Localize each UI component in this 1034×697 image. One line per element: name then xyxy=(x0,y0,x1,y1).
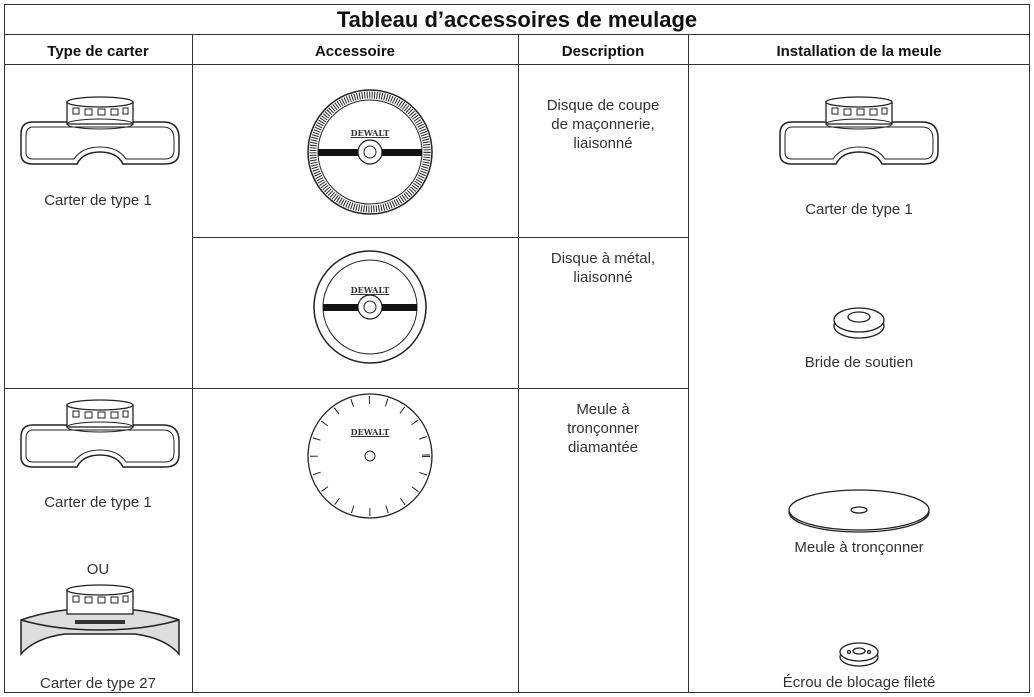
diamond-wheel-icon xyxy=(307,393,433,519)
guard-label: Carter de type 1 xyxy=(44,192,152,209)
column-header: Type de carter xyxy=(47,43,149,60)
guard-label: Carter de type 27 xyxy=(40,675,156,692)
guard-type-27-icon xyxy=(20,584,180,655)
diamond-wheel-side-icon xyxy=(788,489,930,533)
description: Disque à métal, liaisonné xyxy=(550,250,656,286)
column-header: Accessoire xyxy=(314,43,396,60)
installation-label: Bride de soutien xyxy=(804,354,914,371)
description: Disque de coupe de maçonnerie, liaisonné xyxy=(546,97,660,152)
guard-type-1-icon xyxy=(20,399,180,468)
description: Meule à tronçonner diamantée xyxy=(567,401,639,456)
or-label: OU xyxy=(86,561,110,578)
brand-logo: DEWALT xyxy=(350,427,390,437)
installation-label: Meule à tronçonner xyxy=(794,539,924,556)
metal-disc-icon xyxy=(313,250,427,364)
table-title: Tableau d’accessoires de meulage xyxy=(336,7,698,32)
guard-label: Carter de type 1 xyxy=(44,494,152,511)
installation-label: Écrou de blocage fileté xyxy=(782,674,936,691)
guard-type-1-icon xyxy=(779,96,939,165)
lock-nut-icon xyxy=(839,642,879,667)
column-header: Installation de la meule xyxy=(776,43,942,60)
brand-logo: DEWALT xyxy=(350,285,390,295)
backing-flange-icon xyxy=(833,307,885,339)
installation-label: Carter de type 1 xyxy=(805,201,913,218)
brand-logo: DEWALT xyxy=(350,128,390,138)
column-header: Description xyxy=(561,43,645,60)
guard-type-1-icon xyxy=(20,96,180,165)
masonry-disc-icon xyxy=(307,89,433,215)
